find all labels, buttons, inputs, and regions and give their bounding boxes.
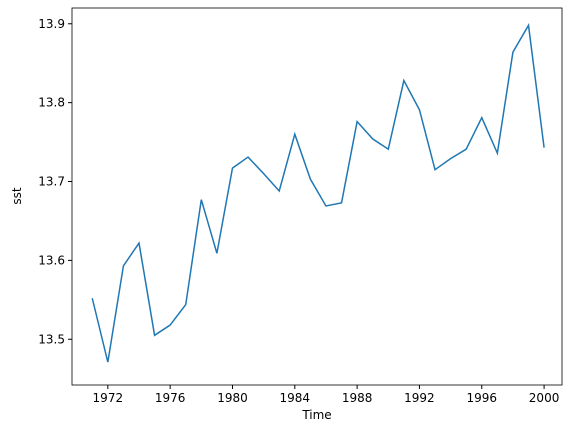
y-tick-label: 13.5 (38, 332, 65, 346)
y-tick-label: 13.7 (38, 175, 65, 189)
plot-frame (71, 7, 563, 386)
x-axis-label: Time (301, 408, 331, 422)
line (91, 23, 545, 363)
x-tick-label: 1972 (93, 391, 124, 405)
y-tick-label: 13.6 (38, 253, 65, 267)
x-tick-label: 2000 (529, 391, 560, 405)
y-axis-label: sst (10, 187, 24, 205)
x-tick-label: 1980 (217, 391, 248, 405)
y-tick-label: 13.8 (38, 96, 65, 110)
x-tick-label: 1984 (280, 391, 311, 405)
x-tick-label: 1996 (466, 391, 497, 405)
x-tick-label: 1992 (404, 391, 435, 405)
x-tick-label: 1988 (342, 391, 373, 405)
x-tick-label: 1976 (155, 391, 186, 405)
y-tick-label: 13.9 (38, 17, 65, 31)
